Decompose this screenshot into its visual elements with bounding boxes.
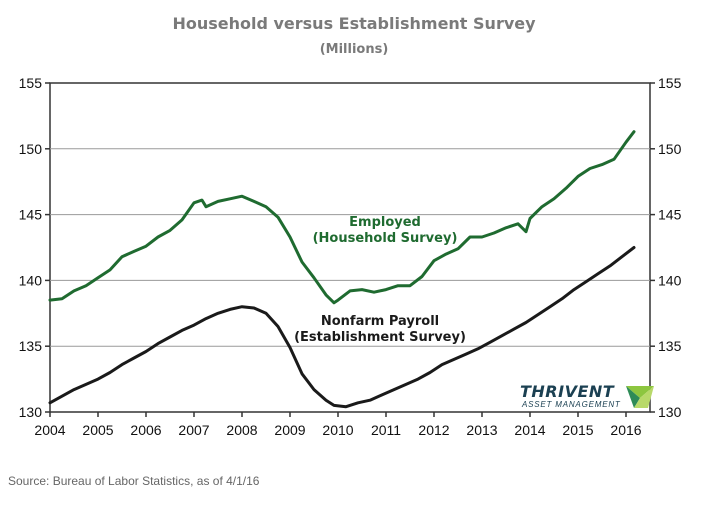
x-tick-label: 2007 xyxy=(178,422,209,438)
y-tick-label-right: 130 xyxy=(658,404,682,420)
x-tick-label: 2015 xyxy=(562,422,593,438)
x-tick-label: 2005 xyxy=(82,422,113,438)
y-tick-label-left: 145 xyxy=(19,207,43,223)
logo-wordmark: THRIVENT xyxy=(520,382,615,401)
annotation-nonfarm-payroll: Nonfarm Payroll xyxy=(321,314,439,329)
chart-subtitle: (Millions) xyxy=(319,42,389,57)
source-note: Source: Bureau of Labor Statistics, as o… xyxy=(8,474,260,488)
y-tick-label-left: 150 xyxy=(19,141,43,157)
x-tick-label: 2006 xyxy=(130,422,161,438)
logo-mark-icon xyxy=(626,386,654,408)
chart-title: Household versus Establishment Survey xyxy=(172,14,536,33)
line-chart: 130 130 135 135 140 140 145 145 150 150 155 155 2004… xyxy=(19,75,682,438)
y-tick-label-left: 130 xyxy=(19,404,43,420)
series-line-employed xyxy=(48,130,636,305)
y-tick-label-left: 155 xyxy=(19,75,43,91)
x-tick-label: 2013 xyxy=(466,422,497,438)
y-tick-label-left: 135 xyxy=(19,338,43,354)
x-tick-label: 2008 xyxy=(226,422,257,438)
x-tick-label: 2009 xyxy=(274,422,305,438)
y-tick-label-left: 140 xyxy=(19,272,43,288)
y-tick-label-right: 150 xyxy=(658,141,682,157)
y-tick-label-right: 135 xyxy=(658,338,682,354)
logo-tagline: ASSET MANAGEMENT xyxy=(522,400,621,409)
thrivent-logo: THRIVENT ASSET MANAGEMENT xyxy=(518,382,658,412)
y-tick-label-right: 140 xyxy=(658,272,682,288)
x-tick-label: 2011 xyxy=(371,422,401,438)
x-tick-label: 2010 xyxy=(322,422,353,438)
y-tick-label-right: 155 xyxy=(658,75,682,91)
annotation-employed: Employed xyxy=(349,215,421,230)
x-tick-label: 2004 xyxy=(34,422,65,438)
plot-area xyxy=(49,82,651,413)
annotation-employed: (Household Survey) xyxy=(313,231,458,246)
annotation-nonfarm-payroll: (Establishment Survey) xyxy=(294,330,466,345)
x-tick-label: 2012 xyxy=(418,422,449,438)
x-tick-label: 2014 xyxy=(514,422,545,438)
series-line-nonfarm-payroll xyxy=(48,246,636,409)
x-tick-label: 2016 xyxy=(610,422,641,438)
y-tick-label-right: 145 xyxy=(658,207,682,223)
